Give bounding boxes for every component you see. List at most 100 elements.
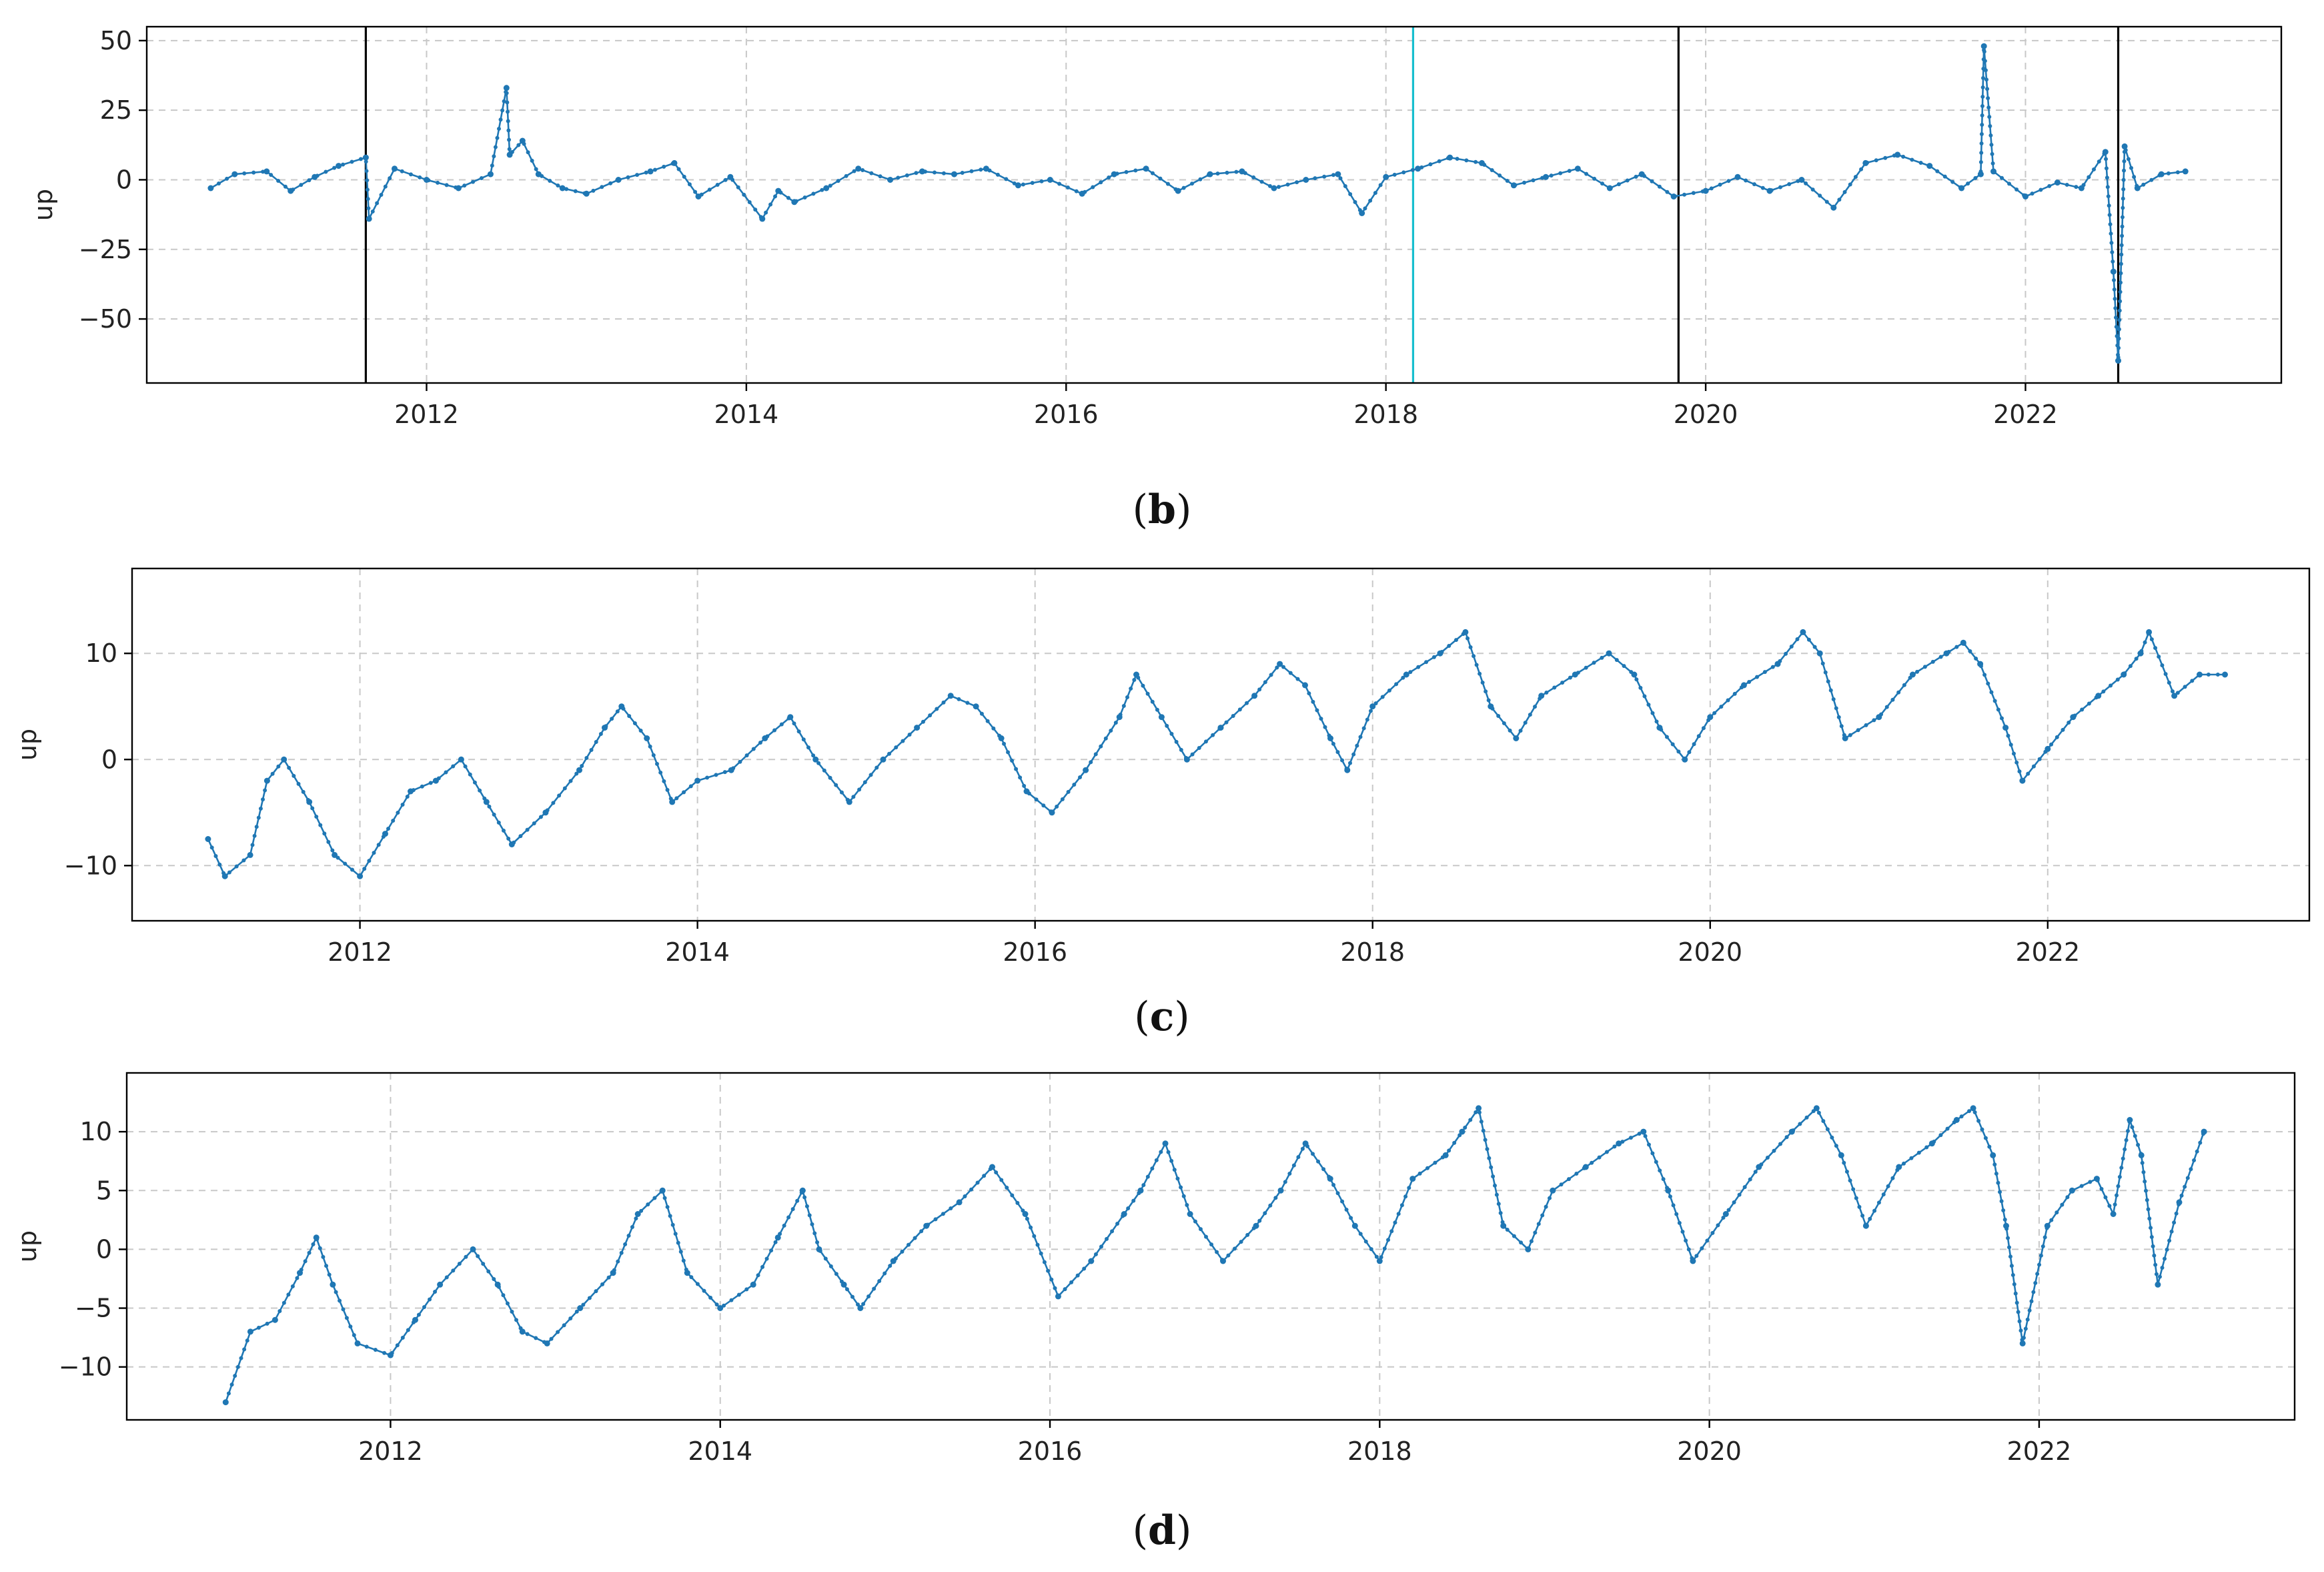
data-point	[2019, 777, 2026, 784]
data-point	[1977, 171, 1984, 177]
data-point	[1926, 163, 1933, 169]
plot-frame-b	[145, 25, 2283, 384]
data-point	[508, 841, 515, 847]
data-point	[1550, 1187, 1556, 1194]
data-point	[247, 851, 253, 858]
data-point	[519, 137, 526, 144]
data-point	[1631, 671, 1638, 678]
x-tick-label: 2016	[1034, 400, 1099, 429]
y-tick-label: 5	[96, 1176, 112, 1205]
data-point	[1665, 1187, 1672, 1194]
data-point	[432, 777, 439, 784]
data-point	[1369, 703, 1376, 710]
data-point	[618, 703, 625, 710]
data-point	[684, 1270, 690, 1276]
data-point	[1960, 639, 1966, 646]
data-point	[791, 199, 798, 206]
data-point	[812, 756, 819, 763]
data-point	[576, 767, 582, 773]
y-tick-label: 0	[116, 165, 132, 194]
data-point	[1175, 187, 1181, 194]
data-point	[1970, 1105, 1976, 1112]
data-point	[1958, 185, 1965, 191]
data-point	[2155, 1281, 2161, 1288]
data-point	[1542, 173, 1549, 180]
data-point	[647, 168, 654, 175]
data-point	[1525, 1246, 1532, 1252]
data-point	[1690, 1258, 1696, 1264]
panel-letter-c: c	[1150, 994, 1175, 1040]
data-point	[1896, 1164, 1902, 1170]
data-point	[1842, 735, 1848, 741]
data-point	[1606, 185, 1613, 191]
chart-panel-d: 2012 2014 2016 2018 2020 2022 10 5 0 −5 −10 up (d…	[13, 1072, 2296, 1554]
data-point	[1656, 725, 1663, 731]
x-tick-label: 2016	[1003, 937, 1067, 967]
data-point	[1702, 187, 1709, 194]
x-tick-label: 2020	[1678, 937, 1742, 967]
data-point	[914, 725, 921, 731]
data-point	[1862, 159, 1869, 166]
data-point	[1459, 1128, 1466, 1135]
data-point	[2134, 185, 2141, 191]
data-point	[1047, 177, 1053, 183]
data-point	[313, 1234, 320, 1241]
data-point	[2146, 629, 2153, 635]
data-point	[437, 1281, 444, 1288]
data-point	[366, 216, 372, 222]
data-point	[1488, 703, 1494, 710]
data-point	[263, 168, 270, 175]
data-point	[1830, 204, 1837, 211]
data-point	[1510, 182, 1517, 189]
data-point	[362, 154, 369, 161]
data-point	[1990, 168, 1996, 175]
data-point	[659, 1187, 666, 1194]
data-point	[1303, 177, 1309, 183]
y-tick-label: 25	[100, 95, 132, 125]
data-point	[1670, 193, 1677, 200]
data-point	[1977, 661, 1984, 667]
data-point	[2137, 650, 2144, 657]
y-axis-label-b: up	[29, 189, 58, 221]
data-point	[1383, 173, 1389, 180]
data-point	[330, 1281, 336, 1288]
data-point	[2121, 671, 2127, 678]
y-tick-label: 50	[100, 26, 132, 55]
data-point	[2110, 1211, 2117, 1217]
data-point	[271, 1316, 278, 1323]
plot-frame-c	[131, 567, 2311, 922]
data-point	[727, 173, 734, 180]
data-point	[1162, 1140, 1169, 1147]
data-point	[728, 767, 734, 773]
data-point	[519, 1328, 526, 1335]
data-point	[1682, 756, 1688, 763]
y-tick-label: −5	[75, 1294, 112, 1323]
data-point	[1083, 767, 1089, 773]
data-point	[382, 831, 388, 837]
data-point	[1049, 809, 1055, 816]
data-point	[1143, 165, 1149, 172]
x-tick-label: 2018	[1353, 400, 1418, 429]
data-point	[1838, 1152, 1844, 1158]
data-point	[332, 851, 338, 858]
x-tick-label: 2018	[1347, 1437, 1412, 1466]
data-point	[1023, 788, 1030, 795]
y-ticks-b: 50 25 0 −25 −50	[79, 26, 147, 334]
data-point	[2176, 1199, 2183, 1206]
data-point	[1953, 1117, 1960, 1123]
data-point	[542, 809, 549, 816]
data-point	[1327, 735, 1333, 741]
y-tick-label: −50	[79, 304, 132, 334]
data-point	[1638, 171, 1645, 177]
x-tick-label: 2020	[1674, 400, 1738, 429]
event-lines-b	[364, 27, 2120, 383]
data-point	[951, 171, 957, 177]
y-tick-label: 10	[80, 1117, 112, 1146]
data-point	[1403, 671, 1409, 678]
x-tick-label: 2018	[1340, 937, 1405, 967]
data-point	[1513, 735, 1520, 741]
data-point	[1500, 1222, 1507, 1229]
data-point	[1447, 154, 1454, 161]
data-point	[412, 1316, 418, 1323]
